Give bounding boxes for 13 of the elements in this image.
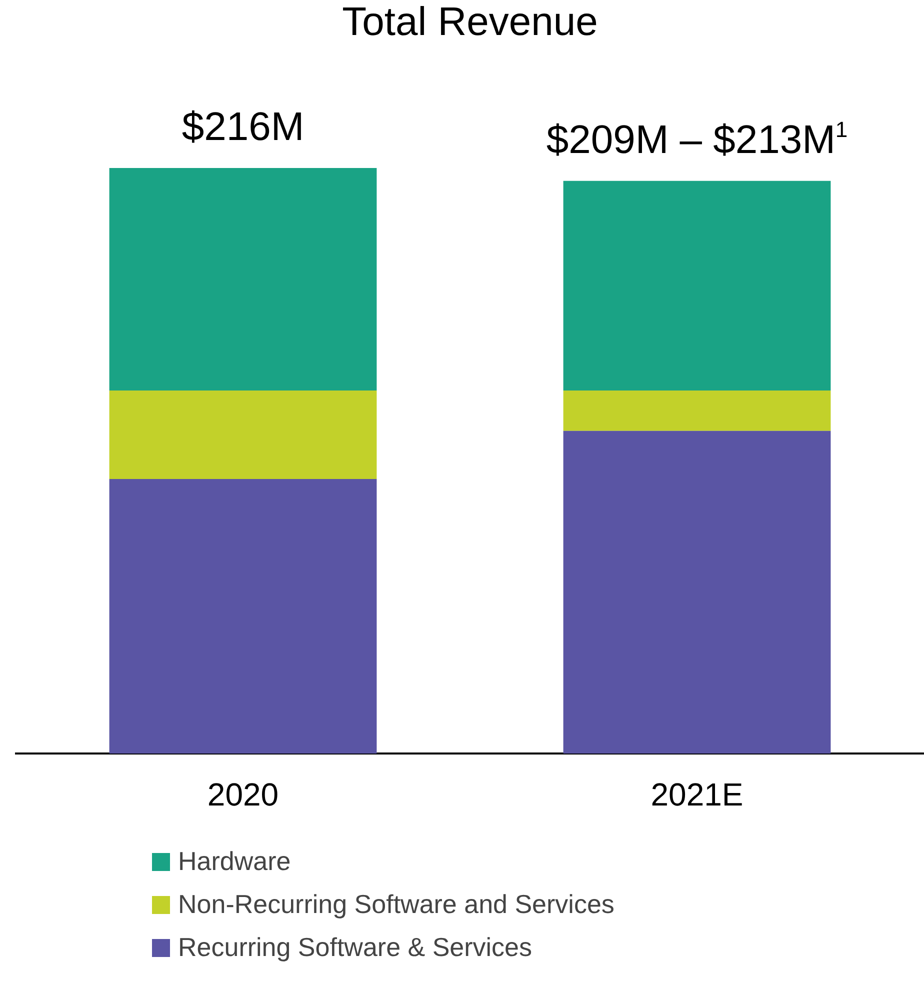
x-tick-label: 2021E — [650, 776, 744, 813]
legend-label: Recurring Software & Services — [177, 931, 534, 964]
chart-title: Total Revenue — [342, 0, 598, 44]
bar — [563, 180, 831, 391]
bar — [563, 430, 831, 754]
bar — [109, 168, 377, 391]
annotation: $216M — [182, 105, 304, 149]
bar — [109, 390, 377, 479]
legend-label: Non-Recurring Software and Services — [177, 888, 616, 921]
bar — [109, 478, 377, 754]
x-tick-label: 2020 — [207, 776, 279, 813]
bar — [563, 390, 831, 431]
legend-label: Hardware — [177, 845, 292, 878]
